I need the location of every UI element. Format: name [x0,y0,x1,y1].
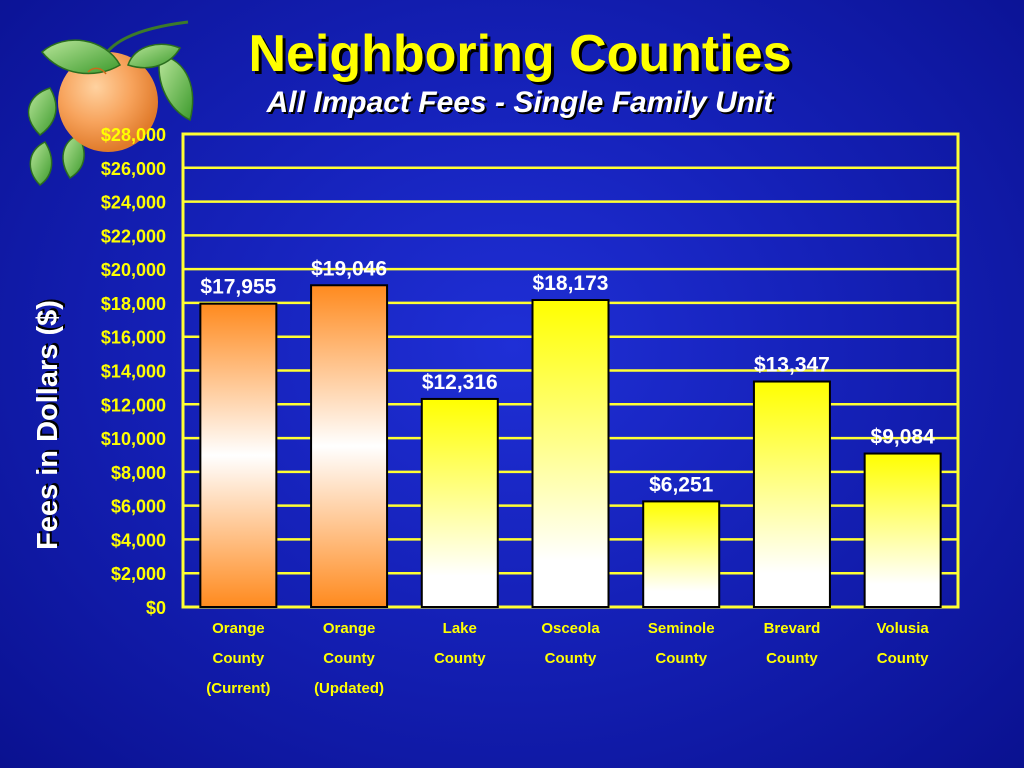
data-label: $6,251 [649,473,714,496]
y-tick-label: $4,000 [111,530,166,550]
x-category-label: County [655,650,707,667]
slide-subtitle: All Impact Fees - Single Family Unit [266,86,774,119]
bar [531,299,610,608]
y-tick-label: $8,000 [111,463,166,483]
bar [199,302,278,608]
y-tick-label: $10,000 [101,429,166,449]
x-category-label: County [323,650,375,667]
data-label: $19,046 [311,257,387,280]
bar [310,284,389,608]
y-tick-label: $26,000 [101,159,166,179]
bar [752,380,831,608]
x-category-label: (Updated) [314,680,384,697]
y-tick-label: $18,000 [101,294,166,314]
data-label: $17,955 [200,276,276,299]
y-tick-label: $16,000 [101,328,166,348]
bar [420,397,499,608]
y-tick-label: $14,000 [101,362,166,382]
bar [863,452,942,608]
x-category-label: County [545,650,597,667]
x-category-label: (Current) [206,680,270,697]
y-tick-label: $22,000 [101,226,166,246]
y-tick-label: $6,000 [111,497,166,517]
x-category-label: Seminole [648,620,715,637]
bar-layer [199,284,942,608]
x-category-label: Brevard [764,620,821,637]
x-category-label: Osceola [541,620,600,637]
orange-fruit-icon [27,20,194,186]
data-label: $18,173 [533,272,609,295]
y-tick-label: $0 [146,598,166,618]
x-category-label: County [877,650,929,667]
data-label: $13,347 [754,354,830,377]
y-tick-label: $28,000 [101,125,166,145]
x-category-label: Lake [443,620,477,637]
slide-title: Neighboring Counties [248,25,792,83]
data-label: $9,084 [871,426,936,449]
x-category-label: Orange [212,620,265,637]
y-tick-label: $12,000 [101,395,166,415]
y-tick-label: $20,000 [101,260,166,280]
y-tick-label: $24,000 [101,193,166,213]
x-category-label: County [434,650,486,667]
x-category-label: County [766,650,818,667]
x-category-label: Orange [323,620,376,637]
bar [642,500,721,608]
data-label: $12,316 [422,371,498,394]
x-category-label: County [213,650,265,667]
y-tick-label: $2,000 [111,564,166,584]
label-layer: $0 $2,000 $4,000 $6,000 $8,000 $10,000 $12,000… [101,125,935,697]
x-category-label: Volusia [877,620,930,637]
